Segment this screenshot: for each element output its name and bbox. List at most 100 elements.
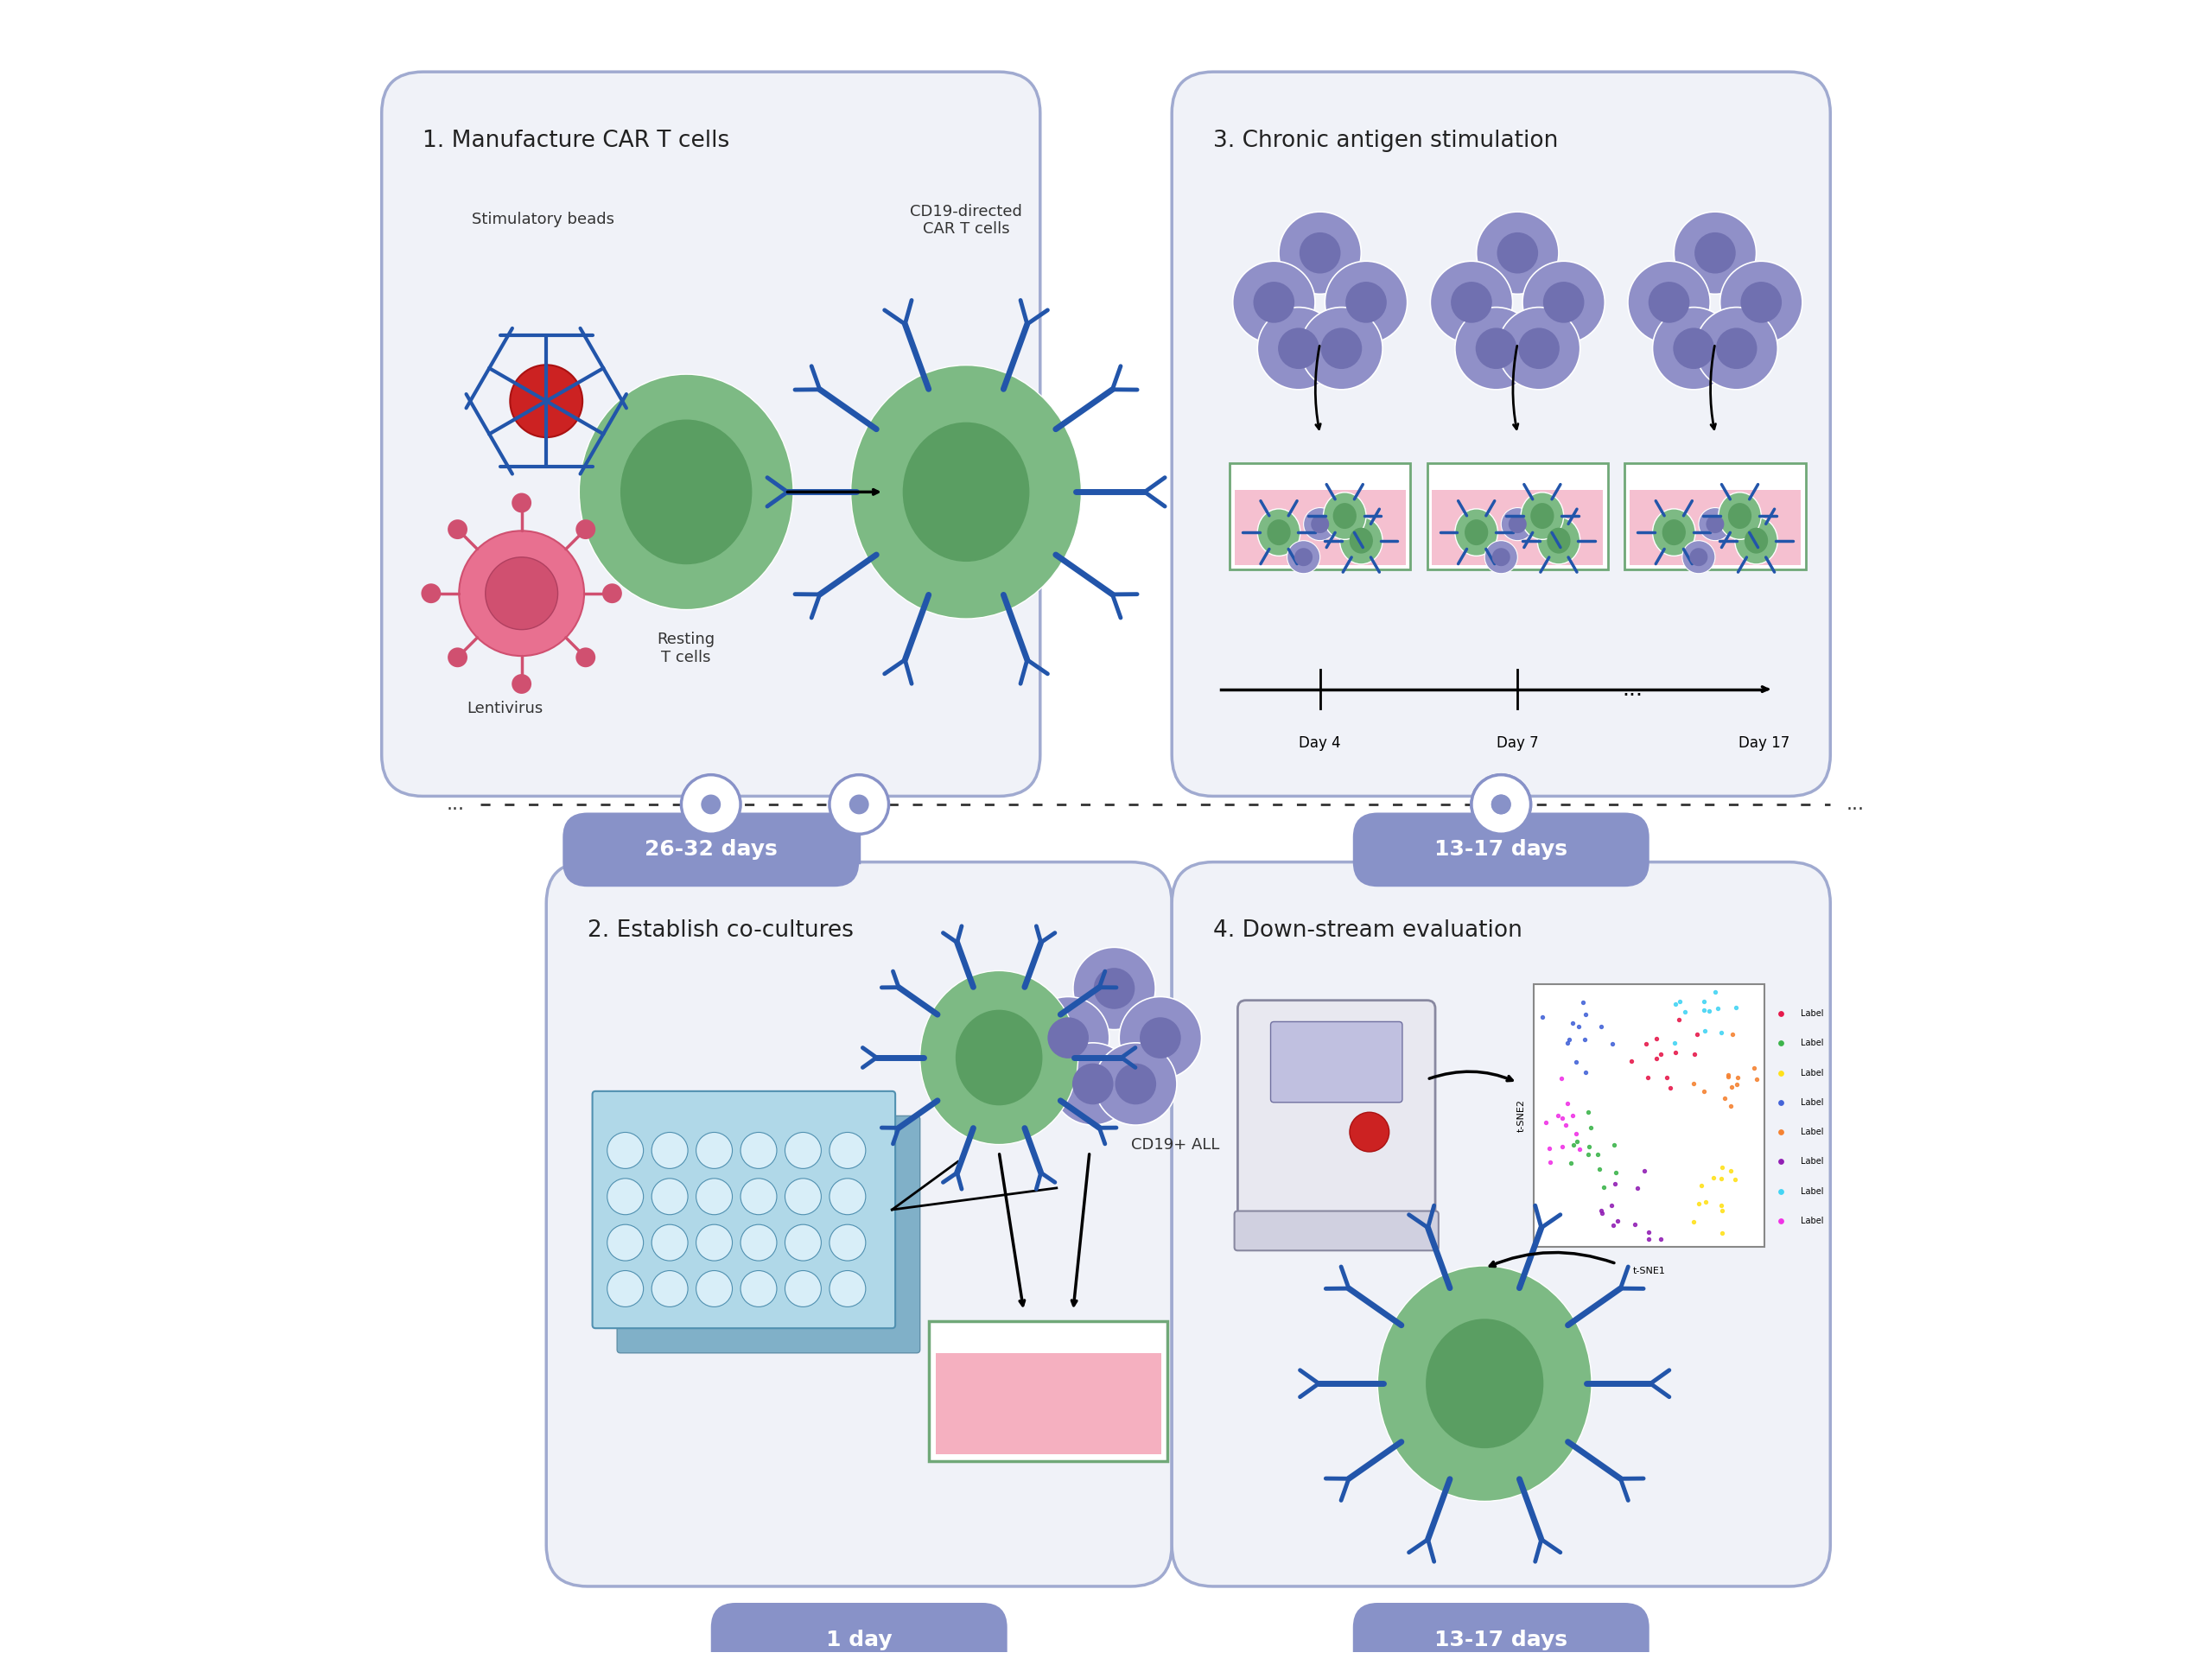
Circle shape [608, 1271, 644, 1307]
FancyBboxPatch shape [546, 863, 1172, 1586]
Circle shape [1491, 795, 1511, 815]
Point [1639, 1025, 1674, 1052]
Point [1688, 1188, 1723, 1214]
Ellipse shape [1073, 1063, 1113, 1105]
Point [1557, 1048, 1593, 1075]
Point [1677, 1070, 1712, 1097]
Ellipse shape [1048, 1017, 1088, 1058]
FancyBboxPatch shape [1230, 463, 1411, 569]
Circle shape [1491, 795, 1511, 815]
Circle shape [741, 1224, 776, 1261]
Ellipse shape [956, 1010, 1042, 1105]
Point [1692, 997, 1728, 1024]
Point [1559, 1120, 1595, 1146]
Ellipse shape [1051, 1044, 1135, 1125]
Ellipse shape [1498, 307, 1579, 390]
Point [1763, 1178, 1798, 1204]
Point [1586, 1175, 1621, 1201]
Point [1617, 1211, 1652, 1238]
Point [1719, 994, 1754, 1020]
Ellipse shape [619, 420, 752, 564]
Bar [936, 1354, 1161, 1455]
Circle shape [1484, 541, 1517, 574]
FancyBboxPatch shape [1270, 1022, 1402, 1102]
Circle shape [653, 1271, 688, 1307]
Ellipse shape [1546, 528, 1571, 554]
Circle shape [1509, 514, 1526, 533]
Circle shape [697, 1271, 732, 1307]
Ellipse shape [1537, 518, 1579, 564]
Point [1540, 1102, 1575, 1128]
Ellipse shape [1093, 967, 1135, 1009]
Point [1652, 1075, 1688, 1102]
Ellipse shape [1279, 328, 1318, 368]
Point [1595, 1030, 1630, 1057]
Circle shape [1287, 541, 1321, 574]
Point [1719, 1166, 1754, 1193]
Point [1619, 1175, 1655, 1201]
Point [1595, 1191, 1630, 1218]
Point [1630, 1065, 1666, 1092]
Point [1562, 1136, 1597, 1163]
Ellipse shape [1531, 503, 1555, 529]
Circle shape [830, 1271, 865, 1307]
FancyBboxPatch shape [1172, 71, 1829, 796]
Ellipse shape [1095, 1044, 1177, 1125]
Point [1703, 1165, 1739, 1191]
Point [1568, 1000, 1604, 1027]
Point [1599, 1160, 1635, 1186]
Point [1712, 1092, 1747, 1118]
Point [1697, 979, 1732, 1005]
Point [1714, 1158, 1750, 1185]
Point [1703, 1219, 1739, 1246]
Circle shape [741, 1178, 776, 1214]
Point [1763, 1030, 1798, 1057]
Point [1763, 1208, 1798, 1234]
Point [1657, 1039, 1692, 1065]
Point [1710, 1063, 1745, 1090]
Point [1644, 1042, 1679, 1068]
Text: CD19+ ALL: CD19+ ALL [1130, 1138, 1219, 1153]
FancyBboxPatch shape [383, 71, 1040, 796]
Text: Lentivirus: Lentivirus [467, 700, 544, 717]
Ellipse shape [1728, 503, 1752, 529]
Ellipse shape [1256, 509, 1301, 556]
Point [1573, 1115, 1608, 1141]
Text: Label: Label [1801, 1186, 1823, 1196]
Point [1544, 1105, 1579, 1131]
Circle shape [1303, 508, 1336, 541]
Ellipse shape [1378, 1266, 1593, 1501]
Circle shape [653, 1224, 688, 1261]
Point [1555, 1010, 1590, 1037]
Ellipse shape [1648, 282, 1690, 324]
Point [1544, 1065, 1579, 1092]
Circle shape [1471, 775, 1531, 834]
Circle shape [697, 1178, 732, 1214]
Point [1686, 997, 1721, 1024]
Circle shape [447, 519, 467, 539]
Point [1714, 1073, 1750, 1100]
Ellipse shape [1073, 947, 1155, 1030]
Point [1531, 1135, 1566, 1161]
Text: 1 day: 1 day [825, 1629, 891, 1651]
FancyBboxPatch shape [1234, 1211, 1438, 1251]
Ellipse shape [1517, 328, 1559, 368]
Text: ...: ... [447, 796, 465, 813]
Point [1683, 1173, 1719, 1199]
Circle shape [830, 775, 889, 834]
Text: Day 17: Day 17 [1739, 735, 1790, 752]
Circle shape [1294, 547, 1312, 566]
Circle shape [460, 531, 584, 655]
Point [1719, 1070, 1754, 1097]
Circle shape [602, 584, 622, 604]
Point [1628, 1030, 1663, 1057]
Ellipse shape [1719, 493, 1761, 539]
Circle shape [1349, 1112, 1389, 1151]
Point [1571, 1141, 1606, 1168]
Point [1555, 1102, 1590, 1128]
Point [1719, 1063, 1754, 1090]
Point [1639, 1045, 1674, 1072]
Circle shape [608, 1178, 644, 1214]
Point [1571, 1098, 1606, 1125]
Circle shape [575, 647, 595, 667]
